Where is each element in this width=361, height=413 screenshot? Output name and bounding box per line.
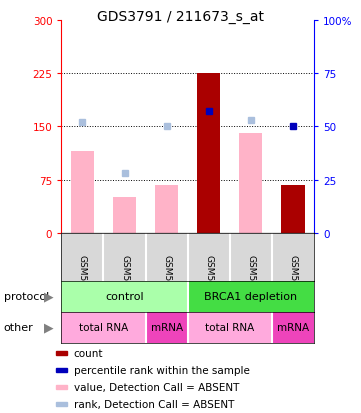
- Bar: [145, 312, 188, 343]
- Text: control: control: [105, 291, 144, 301]
- Bar: [188, 281, 314, 312]
- Text: ▶: ▶: [44, 290, 53, 303]
- Text: percentile rank within the sample: percentile rank within the sample: [74, 365, 249, 375]
- Text: GSM554074: GSM554074: [162, 255, 171, 309]
- Text: GDS3791 / 211673_s_at: GDS3791 / 211673_s_at: [97, 10, 264, 24]
- Bar: [188, 312, 272, 343]
- Bar: [61, 312, 145, 343]
- Text: total RNA: total RNA: [79, 322, 128, 332]
- Bar: [282, 185, 305, 233]
- Text: value, Detection Call = ABSENT: value, Detection Call = ABSENT: [74, 382, 239, 392]
- Text: other: other: [4, 322, 33, 332]
- Text: protocol: protocol: [4, 291, 49, 301]
- Text: GSM554073: GSM554073: [247, 255, 255, 309]
- Text: count: count: [74, 348, 103, 358]
- Text: GSM554075: GSM554075: [288, 255, 297, 309]
- Bar: [56, 351, 68, 355]
- Text: rank, Detection Call = ABSENT: rank, Detection Call = ABSENT: [74, 399, 234, 409]
- Bar: [71, 152, 94, 233]
- Text: GSM554071: GSM554071: [204, 255, 213, 309]
- Text: total RNA: total RNA: [205, 322, 255, 332]
- Bar: [56, 402, 68, 406]
- Bar: [155, 185, 178, 233]
- Text: mRNA: mRNA: [277, 322, 309, 332]
- Bar: [197, 74, 220, 233]
- Text: GSM554070: GSM554070: [78, 255, 87, 309]
- Text: GSM554072: GSM554072: [120, 255, 129, 309]
- Text: BRCA1 depletion: BRCA1 depletion: [204, 291, 297, 301]
- Bar: [113, 198, 136, 233]
- Bar: [239, 134, 262, 233]
- Text: mRNA: mRNA: [151, 322, 183, 332]
- Bar: [56, 385, 68, 389]
- Bar: [56, 368, 68, 372]
- Bar: [61, 281, 188, 312]
- Text: ▶: ▶: [44, 321, 53, 334]
- Bar: [272, 312, 314, 343]
